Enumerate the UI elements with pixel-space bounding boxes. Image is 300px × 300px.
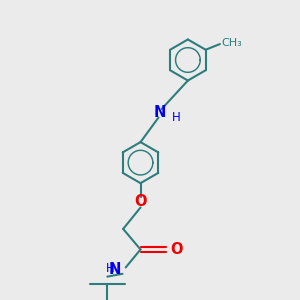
Text: N: N	[154, 105, 166, 120]
Text: O: O	[170, 242, 182, 257]
Text: H: H	[106, 262, 115, 275]
Text: H: H	[172, 111, 181, 124]
Text: N: N	[108, 262, 121, 277]
Text: O: O	[134, 194, 147, 209]
Text: CH₃: CH₃	[221, 38, 242, 48]
